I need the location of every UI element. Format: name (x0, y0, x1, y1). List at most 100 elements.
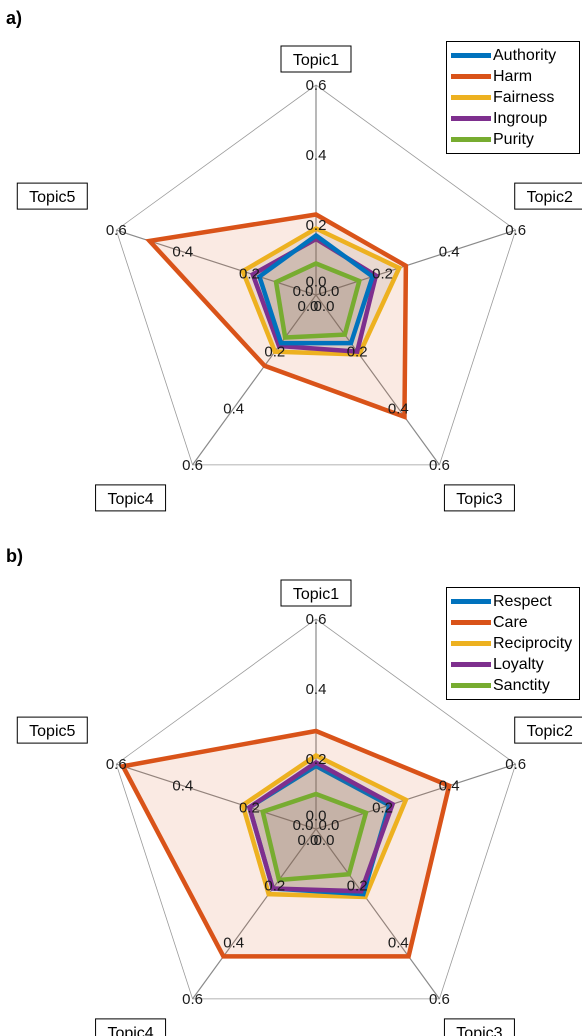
tick-label: 0.2 (347, 878, 368, 895)
series-line-harm (145, 212, 409, 420)
axis-label-topic4: Topic4 (107, 1025, 153, 1036)
tick-label: 0.0 (306, 807, 327, 824)
tick-label: 0.2 (372, 799, 393, 816)
series-line-purity (273, 261, 362, 340)
axis-spoke (315, 763, 516, 830)
axis-label-box (280, 45, 352, 73)
grid-ring (115, 84, 517, 466)
tick-label: 0.2 (347, 344, 368, 361)
axis-label-box (443, 1018, 515, 1036)
legend-label: Sanctity (493, 676, 550, 694)
axis-label-topic1: Topic1 (293, 52, 339, 69)
legend: Respect Care Reciprocity Loyalty Sanctity (446, 587, 580, 700)
legend: Authority Harm Fairness Ingroup Purity (446, 41, 580, 154)
legend-item: Ingroup (451, 108, 579, 129)
legend-item: Care (451, 612, 579, 633)
legend-label: Authority (493, 46, 557, 64)
legend-swatch (451, 620, 491, 625)
tick-label: 0.6 (429, 991, 450, 1008)
axis-spoke (116, 763, 317, 830)
tick-label: 0.4 (223, 400, 244, 417)
tick-label: 0.0 (306, 273, 327, 290)
axis-label-topic2: Topic2 (527, 723, 573, 740)
axis-label-box (443, 484, 515, 512)
legend-label: Purity (493, 130, 534, 148)
axis-label-box (95, 484, 167, 512)
tick-label: 0.0 (319, 817, 340, 834)
tick-label: 0.6 (505, 756, 526, 773)
legend-swatch (451, 641, 491, 646)
axis-spoke (315, 229, 516, 296)
legend-item: Harm (451, 66, 579, 87)
axis-spoke (315, 294, 440, 466)
tick-label: 0.0 (319, 283, 340, 300)
axis-label-box (16, 716, 88, 744)
radar-panel-a: a) 0.0 0.2 0.4 0.6 0.0 0.2 0.4 0.6 0.0 0.2 0.4 0.6 0… (6, 8, 582, 512)
series-line-care (119, 728, 452, 959)
tick-label: 0.6 (505, 222, 526, 239)
legend-item: Loyalty (451, 654, 579, 675)
axis-spoke (192, 294, 317, 466)
legend-swatch (451, 599, 491, 604)
tick-label: 0.4 (388, 400, 409, 417)
tick-label: 0.0 (298, 298, 319, 315)
axis-label-box (95, 1018, 167, 1036)
tick-label: 0.4 (439, 778, 460, 795)
radar-chart-b: 0.0 0.2 0.4 0.6 0.0 0.2 0.4 0.6 0.0 0.2 0.4 0.6 0.0 0… (16, 579, 582, 1036)
tick-label: 0.6 (306, 611, 327, 628)
tick-label: 0.6 (306, 77, 327, 94)
tick-label: 0.0 (298, 832, 319, 849)
legend-item: Sanctity (451, 675, 579, 696)
legend-swatch (451, 137, 491, 142)
legend-label: Fairness (493, 88, 555, 106)
tick-label: 0.4 (388, 934, 409, 951)
axis-label-topic5: Topic5 (29, 189, 75, 206)
tick-label: 0.0 (314, 832, 335, 849)
radar-panel-b: b) 0.0 0.2 0.4 0.6 0.0 0.2 0.4 0.6 0.0 0.2 0.4 0.6 0… (0, 518, 582, 1036)
legend-swatch (451, 116, 491, 121)
tick-label: 0.6 (182, 991, 203, 1008)
axis-label-topic5: Topic5 (29, 723, 75, 740)
legend-item: Purity (451, 129, 579, 150)
axis-spoke (315, 828, 440, 1000)
tick-label: 0.0 (314, 298, 335, 315)
legend-swatch (451, 662, 491, 667)
tick-label: 0.2 (306, 751, 327, 768)
tick-label: 0.0 (293, 283, 314, 300)
tick-label: 0.6 (429, 457, 450, 474)
series-line-sanctity (260, 791, 369, 883)
axis-label-box (16, 182, 88, 210)
tick-label: 0.4 (306, 681, 327, 698)
series-fill (149, 214, 406, 417)
axis-label-box (514, 716, 582, 744)
axis-label-topic3: Topic3 (456, 1025, 502, 1036)
legend-item: Fairness (451, 87, 579, 108)
legend-label: Loyalty (493, 655, 544, 673)
series-line-authority (256, 232, 376, 346)
tick-label: 0.4 (223, 934, 244, 951)
tick-label: 0.2 (372, 265, 393, 282)
tick-label: 0.6 (106, 756, 127, 773)
radar-chart-a: 0.00.20.40.60.00.20.40.60.00.20.40.60.00… (16, 45, 582, 512)
axis-label-box (514, 182, 582, 210)
tick-label: 0.2 (239, 265, 260, 282)
legend-item: Respect (451, 591, 579, 612)
tick-label: 0.2 (264, 878, 285, 895)
tick-label: 0.4 (172, 778, 193, 795)
axis-label-topic4: Topic4 (107, 491, 153, 508)
legend-item: Authority (451, 45, 579, 66)
tick-label: 0.6 (182, 457, 203, 474)
tick-label: 0.2 (239, 799, 260, 816)
grid-ring (115, 618, 517, 1000)
legend-swatch (451, 683, 491, 688)
panel-label: a) (6, 8, 23, 28)
panel-label: b) (6, 546, 23, 566)
legend-label: Care (493, 613, 528, 631)
legend-swatch (451, 74, 491, 79)
legend-label: Ingroup (493, 109, 548, 127)
tick-label: 0.4 (306, 147, 327, 164)
tick-label: 0.4 (439, 244, 460, 261)
series-line-loyalty (246, 759, 396, 894)
tick-label: 0.6 (106, 222, 127, 239)
tick-label: 0.2 (264, 344, 285, 361)
